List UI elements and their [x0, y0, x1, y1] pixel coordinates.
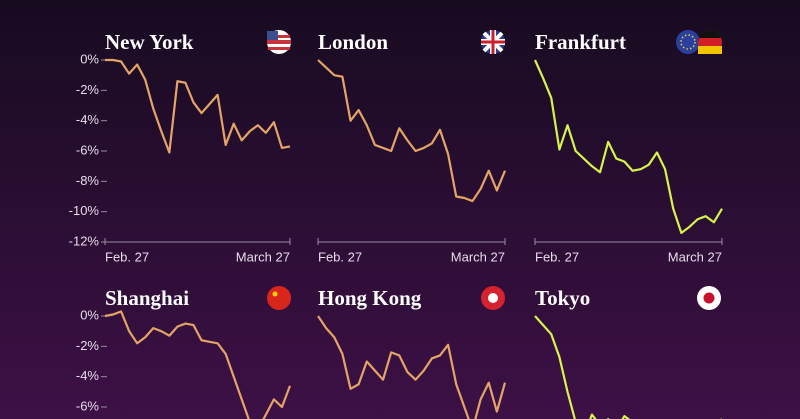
y-tick-label: -6%: [76, 398, 100, 413]
y-tick-label: 0%: [80, 51, 99, 66]
flag-eu: [676, 30, 700, 54]
x-tick-label: Feb. 27: [318, 249, 362, 264]
chart-title: New York: [105, 30, 194, 54]
line-series: [105, 58, 291, 154]
line-series: [104, 310, 292, 419]
flag-jp: [697, 286, 721, 310]
x-tick-label: Feb. 27: [105, 249, 149, 264]
x-tick-label: March 27: [236, 249, 290, 264]
chart-title: Frankfurt: [535, 30, 626, 54]
line-series: [317, 59, 507, 203]
y-tick-label: -2%: [76, 338, 100, 353]
line-series: [533, 59, 723, 234]
x-tick-label: Feb. 27: [535, 249, 579, 264]
flag-hk: [481, 286, 505, 310]
chart-title: Tokyo: [535, 286, 590, 310]
flag-de: [698, 30, 722, 54]
line-series: [534, 315, 722, 419]
y-tick-label: -8%: [76, 173, 100, 188]
chart-title: London: [318, 30, 388, 54]
flag-cn: [267, 286, 291, 310]
y-tick-label: -2%: [76, 82, 100, 97]
y-tick-label: -10%: [69, 203, 100, 218]
flag-us: [267, 30, 291, 54]
y-tick-label: 0%: [80, 307, 99, 322]
line-series: [317, 315, 507, 419]
flag-uk: [481, 30, 505, 54]
y-tick-label: -6%: [76, 142, 100, 157]
x-tick-label: March 27: [451, 249, 505, 264]
y-tick-label: -12%: [69, 233, 100, 248]
y-tick-label: -4%: [76, 368, 100, 383]
y-tick-label: -4%: [76, 112, 100, 127]
chart-title: Shanghai: [105, 286, 189, 310]
chart-title: Hong Kong: [318, 286, 422, 310]
x-tick-label: March 27: [668, 249, 722, 264]
